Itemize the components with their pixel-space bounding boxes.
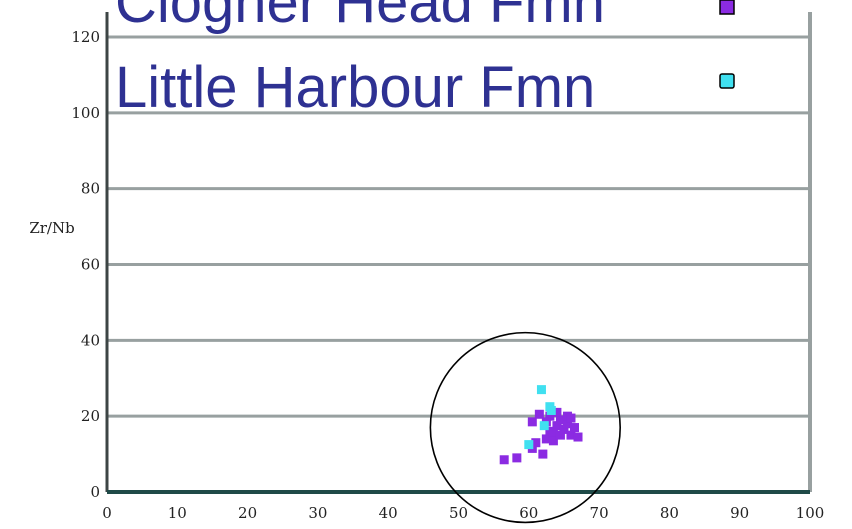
- x-tick-label: 10: [168, 504, 187, 522]
- data-point-clogher-head: [499, 455, 509, 465]
- data-point-little-harbour: [536, 385, 546, 395]
- legend-marker-clogher-head: [719, 0, 735, 15]
- x-tick-label: 60: [519, 504, 538, 522]
- data-point-clogher-head: [555, 430, 565, 440]
- x-tick-label: 0: [102, 504, 112, 522]
- data-point-clogher-head: [569, 423, 579, 433]
- y-tick-label: 120: [71, 28, 100, 46]
- x-tick-label: 70: [590, 504, 609, 522]
- data-point-clogher-head: [538, 449, 548, 459]
- x-tick-label: 20: [238, 504, 257, 522]
- y-tick-label: 60: [81, 256, 100, 274]
- data-point-clogher-head: [552, 407, 562, 417]
- y-tick-label: 100: [71, 104, 100, 122]
- y-tick-labels: 0 20 40 60 80 100 120: [71, 28, 100, 501]
- x-tick-label: 50: [449, 504, 468, 522]
- data-point-clogher-head: [534, 409, 544, 419]
- data-point-little-harbour: [539, 421, 549, 431]
- data-point-clogher-head: [548, 428, 558, 438]
- data-point-clogher-head: [559, 424, 569, 434]
- y-tick-label: 0: [90, 483, 100, 501]
- data-point-clogher-head: [555, 415, 565, 425]
- y-axis-label: Zr/Nb: [29, 219, 74, 237]
- data-point-clogher-head: [512, 453, 522, 463]
- data-point-clogher-head: [541, 434, 551, 444]
- x-tick-labels: 0 10 20 30 40 50 60 70 80 90 100: [102, 504, 824, 522]
- highlight-circle: [429, 331, 621, 524]
- y-tick-label: 80: [81, 180, 100, 198]
- data-point-little-harbour: [524, 440, 534, 450]
- data-points: [499, 385, 583, 465]
- x-tick-label: 100: [796, 504, 825, 522]
- data-point-clogher-head: [566, 413, 576, 423]
- gridlines: [107, 35, 810, 418]
- axes: [105, 12, 812, 494]
- data-point-clogher-head: [573, 432, 583, 442]
- data-point-little-harbour: [545, 402, 555, 412]
- data-point-clogher-head: [566, 430, 576, 440]
- data-point-clogher-head: [562, 419, 572, 429]
- y-tick-label: 20: [81, 407, 100, 425]
- x-tick-label: 30: [308, 504, 327, 522]
- data-point-clogher-head: [548, 436, 558, 446]
- y-tick-label: 40: [81, 331, 100, 349]
- legend-label-little-harbour: Little Harbour Fmn: [115, 55, 595, 120]
- legend-label-clogher-head: Clogher Head Fmn: [115, 0, 605, 35]
- data-point-clogher-head: [527, 417, 537, 427]
- x-tick-label: 80: [660, 504, 679, 522]
- data-point-clogher-head: [545, 411, 555, 421]
- data-point-clogher-head: [552, 421, 562, 431]
- x-tick-label: 40: [379, 504, 398, 522]
- data-point-clogher-head: [531, 438, 541, 448]
- x-tick-label: 90: [730, 504, 749, 522]
- legend: Clogher Head Fmn Little Harbour Fmn: [115, 0, 735, 120]
- legend-marker-little-harbour: [719, 73, 735, 89]
